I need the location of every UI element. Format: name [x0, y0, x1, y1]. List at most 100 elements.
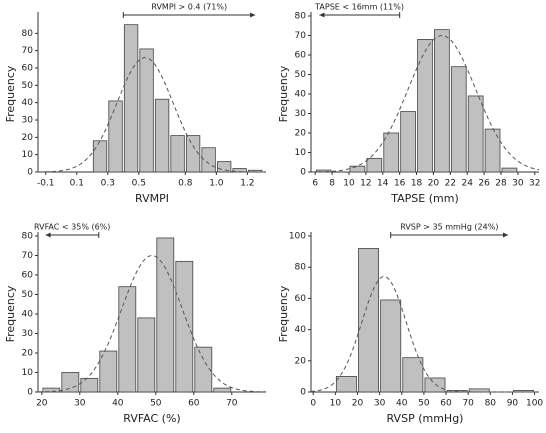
- bar: [467, 95, 484, 173]
- bar: [42, 387, 61, 393]
- y-tick-label: 10: [295, 148, 307, 158]
- bar: [194, 346, 213, 393]
- panel: 0 10 20 30 40 50 60 70 80 20 30 40 50 60 70 RVFAC < 35%…: [4, 223, 267, 425]
- arrow-head: [45, 232, 51, 238]
- y-tick-label: 10: [22, 150, 34, 160]
- y-tick-label: 60: [22, 271, 34, 281]
- bar: [380, 299, 402, 393]
- panel: 0 20 40 60 80 100 0 10 20 30 40 50 60 70 80 90 100 RVSP >…: [277, 223, 543, 426]
- x-tick-label: 32: [529, 179, 540, 189]
- x-axis-label: RVFAC (%): [123, 412, 180, 425]
- bar: [335, 375, 357, 393]
- bar: [108, 100, 123, 173]
- bar: [185, 135, 201, 173]
- y-axis-label: Frequency: [277, 65, 290, 122]
- y-tick-label: 70: [295, 31, 307, 41]
- y-tick-label: 20: [22, 349, 34, 359]
- x-tick-label: 80: [485, 399, 497, 409]
- annotation-text: RVMPI > 0.4 (71%): [151, 3, 227, 12]
- x-tick-label: 28: [495, 179, 507, 189]
- normal-fit-curve: [310, 276, 539, 393]
- y-tick-label: 70: [22, 251, 34, 261]
- x-tick-label: 8: [329, 179, 335, 189]
- bar: [170, 135, 185, 173]
- x-tick-label: 1.2: [240, 179, 254, 189]
- y-tick-label: 100: [289, 232, 306, 242]
- normal-fit-curve: [37, 254, 267, 393]
- x-tick-label: 24: [461, 179, 473, 189]
- y-tick-label: 70: [22, 46, 34, 56]
- y-tick-label: 30: [295, 109, 307, 119]
- y-tick-label: 30: [22, 116, 34, 126]
- x-axis-label: RVMPI: [135, 192, 169, 205]
- x-tick-label: 1.0: [209, 179, 224, 189]
- x-tick-label: 40: [396, 399, 408, 409]
- bar: [450, 66, 467, 173]
- x-tick-label: 10: [330, 399, 342, 409]
- x-tick-label: 70: [226, 399, 238, 409]
- y-tick-label: 30: [22, 329, 34, 339]
- panel: 0 10 20 30 40 50 60 70 80 -0.1 0.1 0.3 0.5 0.8 1.0 1.2 R…: [4, 3, 266, 205]
- x-tick-label: 18: [411, 179, 423, 189]
- y-tick-label: 50: [22, 81, 34, 91]
- x-tick-label: 12: [360, 179, 371, 189]
- bar: [213, 387, 232, 393]
- y-tick-label: 0: [300, 388, 306, 398]
- bar: [501, 167, 518, 173]
- y-tick-label: 50: [22, 290, 34, 300]
- bar: [484, 128, 501, 173]
- bar: [402, 357, 424, 393]
- x-tick-label: 50: [418, 399, 430, 409]
- x-tick-label: 60: [188, 399, 200, 409]
- x-tick-label: 26: [478, 179, 490, 189]
- x-tick-label: 70: [462, 399, 474, 409]
- y-tick-label: 0: [300, 168, 306, 178]
- y-tick-label: 0: [27, 388, 33, 398]
- x-tick-label: 6: [312, 179, 318, 189]
- bar: [400, 111, 416, 173]
- x-tick-label: 30: [512, 179, 524, 189]
- x-axis-label: TAPSE (mm): [390, 192, 458, 205]
- y-tick-label: 60: [295, 51, 307, 61]
- y-axis-label: Frequency: [277, 285, 290, 342]
- y-tick-label: 20: [295, 129, 307, 139]
- x-tick-label: 90: [507, 399, 519, 409]
- bar: [154, 98, 170, 173]
- x-tick-label: 20: [36, 399, 48, 409]
- x-tick-label: 10: [343, 179, 355, 189]
- bar: [80, 377, 99, 393]
- x-tick-label: 16: [394, 179, 406, 189]
- x-tick-label: 22: [445, 179, 456, 189]
- x-tick-label: 14: [377, 179, 389, 189]
- arrow-head: [319, 12, 325, 18]
- bar: [383, 132, 400, 173]
- x-tick-label: 0.3: [101, 179, 115, 189]
- bar: [99, 350, 118, 393]
- bar: [139, 48, 154, 173]
- bar: [434, 29, 450, 173]
- x-tick-label: 60: [440, 399, 452, 409]
- x-tick-label: 40: [112, 399, 124, 409]
- y-tick-label: 60: [295, 294, 307, 304]
- y-tick-label: 40: [295, 90, 307, 100]
- arrow-head: [503, 232, 509, 238]
- y-tick-label: 80: [295, 263, 307, 273]
- x-tick-label: 0.1: [70, 179, 84, 189]
- bar: [216, 161, 232, 173]
- bar: [118, 286, 137, 393]
- bar: [137, 317, 156, 393]
- y-tick-label: 80: [295, 12, 307, 22]
- bar: [358, 248, 380, 393]
- x-tick-label: 0.8: [178, 179, 193, 189]
- bar: [349, 165, 366, 173]
- y-axis-label: Frequency: [4, 285, 17, 342]
- y-tick-label: 0: [27, 168, 33, 178]
- y-tick-label: 60: [22, 64, 34, 74]
- bar: [513, 390, 534, 393]
- bar: [175, 260, 194, 393]
- annotation-text: TAPSE < 16mm (11%): [314, 3, 404, 12]
- bar: [424, 377, 446, 393]
- bar: [201, 147, 216, 173]
- panel: 0 10 20 30 40 50 60 70 80 6 8 10 12 14 16 18 20 22 24 26 28 3…: [277, 3, 541, 206]
